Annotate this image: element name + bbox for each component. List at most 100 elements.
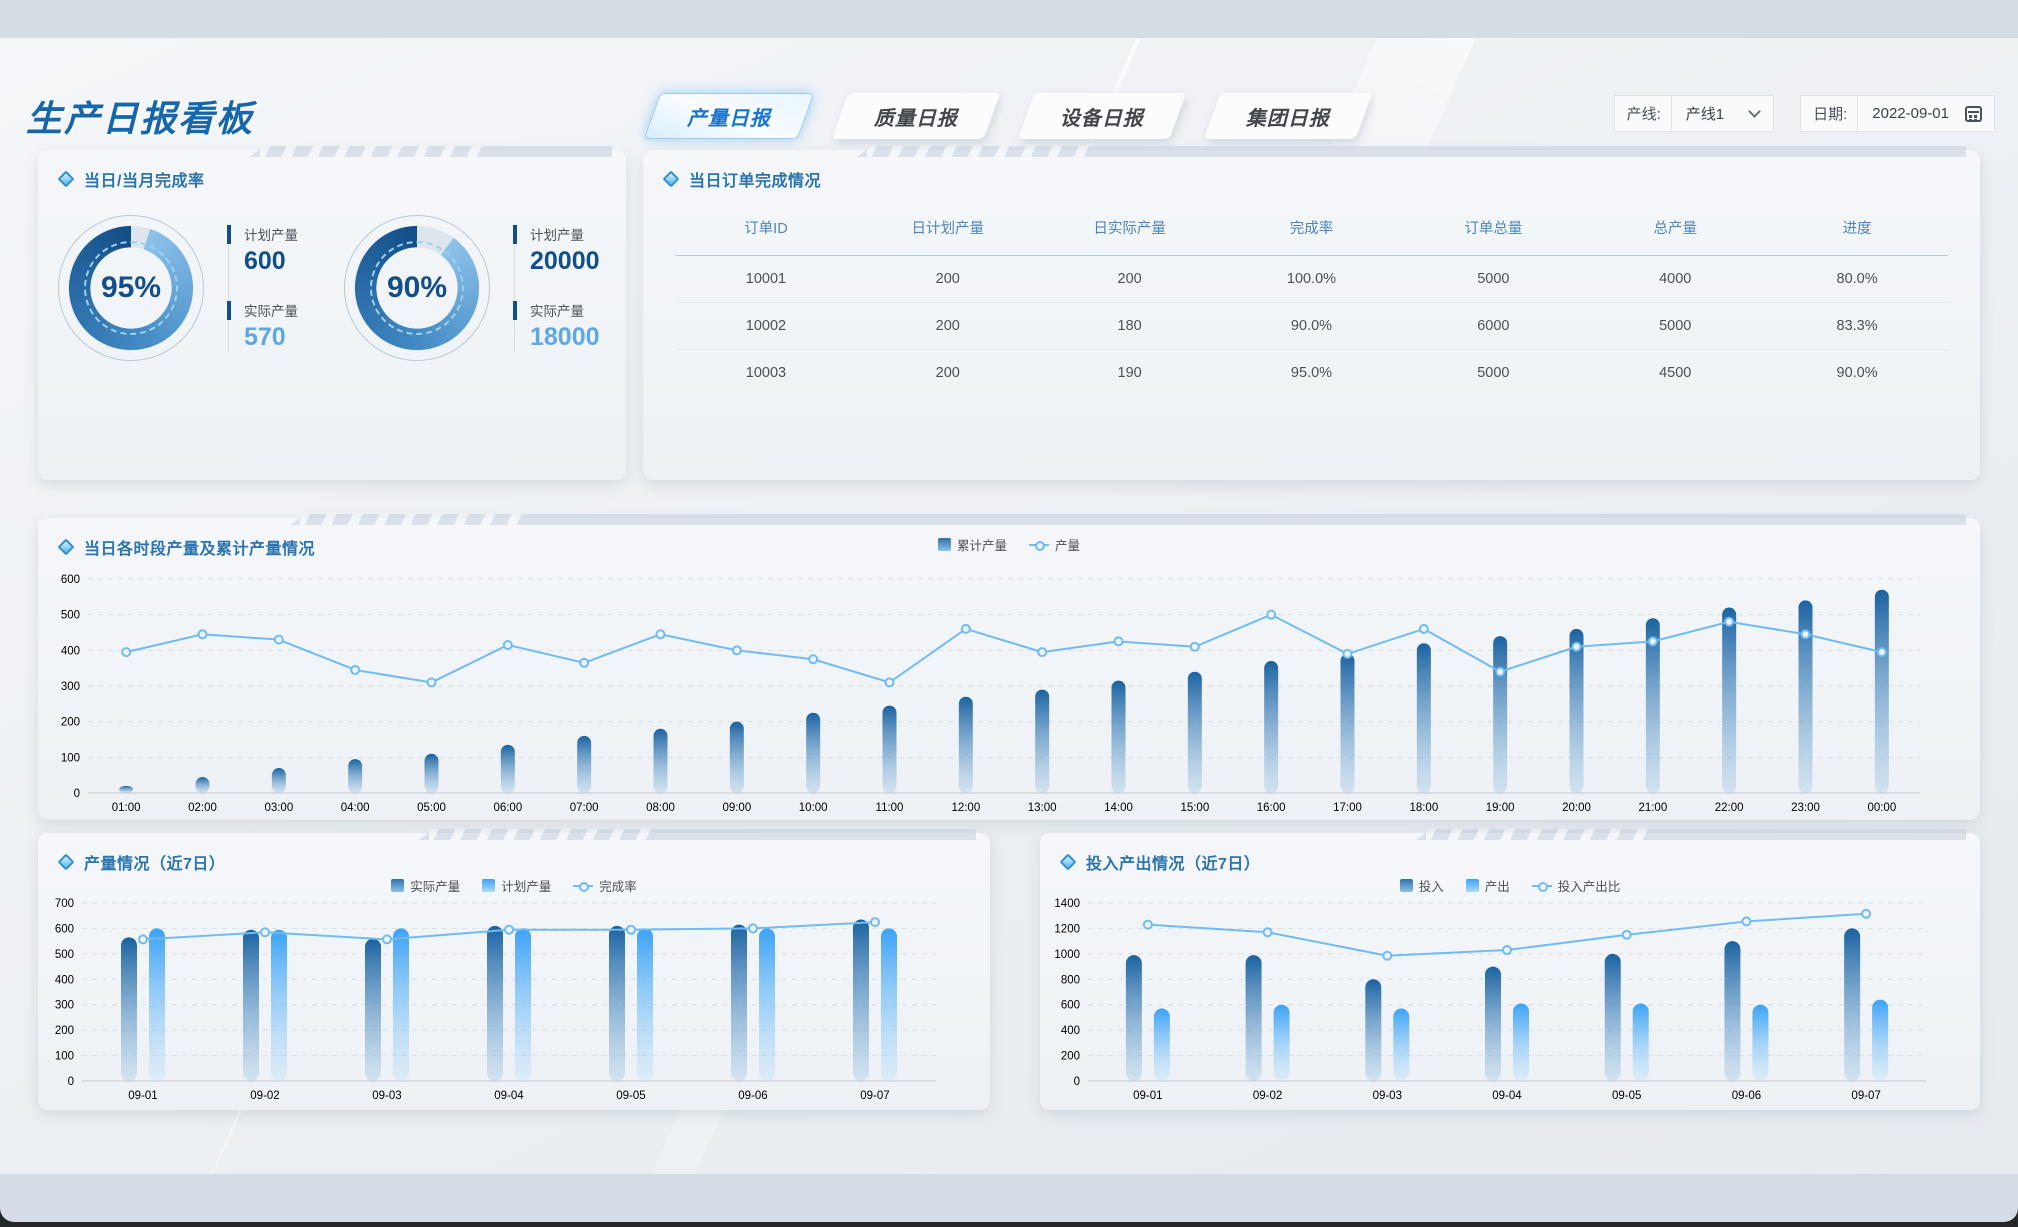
chart-svg: 0 100 200 300 400 500 600 700 09-01 09-02 09-03 09-… [55,898,936,1102]
legend-item[interactable]: 产出 [1465,876,1510,895]
legend-item[interactable]: 投入 [1399,876,1444,895]
legend-line-icon [1531,881,1552,892]
tab-quality-daily[interactable]: 质量日报 [831,93,1001,139]
input-output-card: 投入产出情况（近7日） 投入 产出 投入产出比 0 200 400 600 800 1000 1… [1040,829,1980,1112]
column-header: 进度 [1842,221,1872,237]
card-deco-stripe [1416,829,1966,840]
svg-text:07:00: 07:00 [570,802,599,814]
orders-card-title: 当日订单完成情况 [689,173,822,190]
orders-card: 当日订单完成情况 订单ID 日计划产量 日实际产量 完成率 订单总量 总产量 进度 1000… [643,146,1980,480]
legend-bar-icon [1399,879,1413,892]
table-cell: 4500 [1659,365,1692,381]
chart-svg: 0 200 400 600 800 1000 1200 1400 09-01 09-02 09-03… [1054,898,1926,1102]
diamond-icon [1059,853,1077,871]
svg-text:200: 200 [1061,1051,1080,1063]
svg-text:400: 400 [55,974,74,986]
table-row: 10001 200 200 100.0% 5000 4000 80.0% [675,256,1948,303]
monthly-completion-gauge: 90% [344,215,490,361]
gauge-area: 95% 计划产量 600 实际产量 570 [38,199,626,361]
legend-item[interactable]: 完成率 [573,876,637,895]
svg-text:500: 500 [55,949,74,961]
actual-output-stat: 实际产量 18000 [513,300,630,352]
tab-equipment-daily-label: 设备日报 [1060,107,1144,130]
monthly-stats: 计划产量 20000 实际产量 18000 [513,224,630,352]
svg-text:09-07: 09-07 [1851,1090,1880,1102]
plan-output-stat: 计划产量 20000 [513,224,630,276]
card-deco-stripe [418,829,976,840]
column-header: 日实际产量 [1093,221,1166,237]
gauge-percent: 90% [386,271,448,304]
table-cell: 100.0% [1286,271,1337,287]
legend-label: 投入 [1418,880,1444,894]
card-deco-stripe [290,514,1966,525]
table-cell: 10001 [745,271,787,287]
hourly-chart-title: 当日各时段产量及累计产量情况 [84,541,316,558]
legend-bar-icon [937,538,951,551]
svg-text:0: 0 [68,1076,74,1088]
tab-equipment-daily[interactable]: 设备日报 [1017,93,1187,139]
gauge-dashed-ring [84,241,178,335]
table-cell: 95.0% [1290,365,1333,381]
svg-text:09-07: 09-07 [860,1090,889,1102]
monthly-gauge-group: 90% 计划产量 20000 实际产量 18000 [344,215,630,361]
weekly-output-chart-title: 产量情况（近7日） [84,856,226,873]
svg-text:00:00: 00:00 [1867,802,1896,814]
input-output-chart: 0 200 400 600 800 1000 1200 1400 09-01 09-02 09-03… [1040,895,1980,1112]
table-cell: 6000 [1477,318,1510,334]
table-cell: 90.0% [1290,318,1333,334]
svg-text:800: 800 [1061,974,1080,986]
production-line-select[interactable]: 产线: 产线1 [1613,95,1775,132]
legend-item[interactable]: 计划产量 [482,876,551,895]
svg-text:12:00: 12:00 [951,802,980,814]
chevron-down-icon [1748,105,1761,118]
svg-text:19:00: 19:00 [1486,802,1515,814]
column-header: 日计划产量 [911,221,985,237]
plan-output-stat: 计划产量 600 [227,224,344,276]
svg-text:1000: 1000 [1054,949,1080,961]
svg-text:09-02: 09-02 [250,1090,279,1102]
svg-text:14:00: 14:00 [1104,802,1133,814]
svg-text:09-02: 09-02 [1253,1090,1282,1102]
svg-text:600: 600 [55,923,74,935]
completion-card-title: 当日/当月完成率 [84,173,205,190]
legend-label: 完成率 [599,880,637,894]
svg-text:09-03: 09-03 [372,1090,401,1102]
svg-text:16:00: 16:00 [1257,802,1286,814]
svg-text:05:00: 05:00 [417,802,446,814]
date-picker[interactable]: 日期: 2022-09-01 [1800,95,1995,132]
table-cell: 5000 [1659,318,1692,334]
daily-gauge-group: 95% 计划产量 600 实际产量 570 [58,215,344,361]
legend-line-icon [573,881,594,892]
svg-text:09-05: 09-05 [1612,1090,1641,1102]
svg-text:21:00: 21:00 [1638,802,1667,814]
legend-item[interactable]: 实际产量 [391,876,460,895]
svg-text:09-05: 09-05 [616,1090,645,1102]
gauge-outer-ring [344,215,490,361]
svg-text:09-01: 09-01 [1133,1090,1162,1102]
orders-table: 订单ID 日计划产量 日实际产量 完成率 订单总量 总产量 进度 10001 200 200 10… [675,201,1948,396]
table-cell: 10003 [745,365,787,381]
legend-item[interactable]: 累计产量 [937,535,1007,554]
legend-item[interactable]: 产量 [1029,535,1080,554]
svg-text:700: 700 [55,898,74,910]
table-cell: 5000 [1477,365,1510,381]
svg-text:09-03: 09-03 [1373,1090,1402,1102]
column-header: 订单总量 [1464,221,1523,237]
tab-output-daily[interactable]: 产量日报 [643,93,815,139]
calendar-icon [1965,105,1982,122]
gauge-percent: 95% [100,271,162,304]
svg-text:13:00: 13:00 [1028,802,1057,814]
tab-group-daily-label: 集团日报 [1246,107,1330,130]
weekly-output-card: 产量情况（近7日） 实际产量 计划产量 完成率 0 100 200 300 400 500 60… [38,829,990,1110]
tab-group-daily[interactable]: 集团日报 [1203,93,1373,139]
svg-text:300: 300 [55,1000,74,1012]
date-filter-value: 2022-09-01 [1872,105,1949,122]
orders-table-body: 10001 200 200 100.0% 5000 4000 80.0% 10002 200 18… [675,256,1948,396]
line-filter-label: 产线: [1626,106,1661,123]
legend-item[interactable]: 投入产出比 [1531,876,1620,895]
svg-text:200: 200 [61,717,80,729]
table-cell: 200 [935,271,960,287]
table-cell: 180 [1117,318,1142,334]
table-cell: 10002 [745,318,787,334]
svg-text:600: 600 [1061,1000,1080,1012]
